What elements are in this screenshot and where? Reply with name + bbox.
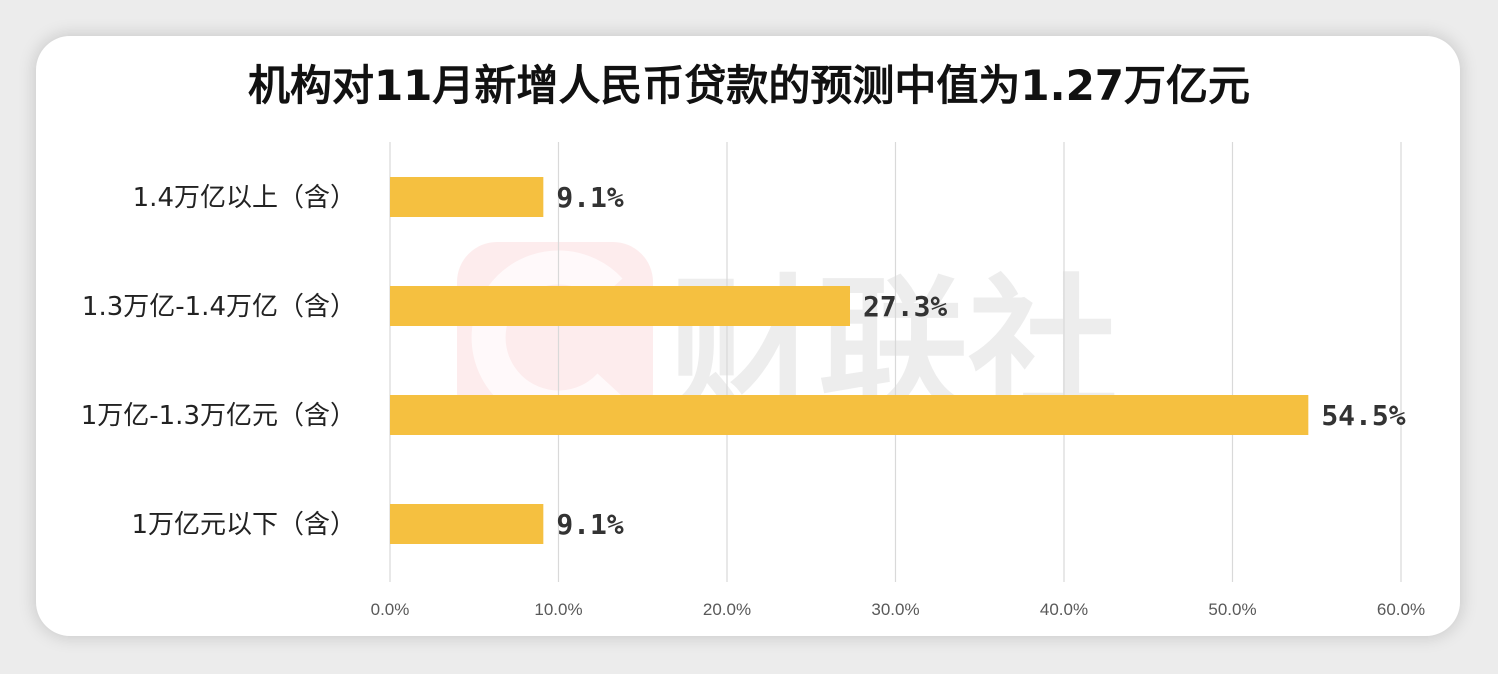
chart-card bbox=[36, 36, 1460, 636]
x-tick-label: 10.0% bbox=[534, 600, 582, 619]
category-label: 1.3万亿-1.4万亿（含） bbox=[82, 292, 356, 322]
chart-title: 机构对11月新增人民币贷款的预测中值为1.27万亿元 bbox=[247, 61, 1251, 110]
bar bbox=[390, 504, 544, 544]
x-tick-label: 60.0% bbox=[1377, 600, 1425, 619]
data-label: 9.1% bbox=[556, 508, 624, 541]
bar bbox=[390, 395, 1309, 435]
category-label: 1.4万亿以上（含） bbox=[133, 183, 356, 213]
x-tick-label: 20.0% bbox=[703, 600, 751, 619]
data-label: 54.5% bbox=[1321, 399, 1405, 432]
x-tick-label: 0.0% bbox=[371, 600, 410, 619]
data-label: 9.1% bbox=[556, 181, 624, 214]
bar bbox=[390, 177, 544, 217]
bars bbox=[390, 177, 1309, 544]
data-label: 27.3% bbox=[863, 290, 947, 323]
x-tick-label: 50.0% bbox=[1208, 600, 1256, 619]
category-labels: 1.4万亿以上（含） 1.3万亿-1.4万亿（含） 1万亿-1.3万亿元（含） 1万亿… bbox=[81, 183, 356, 540]
x-axis-ticks: 0.0% 10.0% 20.0% 30.0% 40.0% 50.0% 60.0% bbox=[371, 600, 1425, 619]
x-tick-label: 30.0% bbox=[871, 600, 919, 619]
bar bbox=[390, 286, 851, 326]
category-label: 1万亿-1.3万亿元（含） bbox=[81, 401, 356, 431]
value-labels: 9.1% 27.3% 54.5% 9.1% bbox=[556, 181, 1405, 541]
x-tick-label: 40.0% bbox=[1040, 600, 1088, 619]
category-label: 1万亿元以下（含） bbox=[131, 510, 356, 540]
